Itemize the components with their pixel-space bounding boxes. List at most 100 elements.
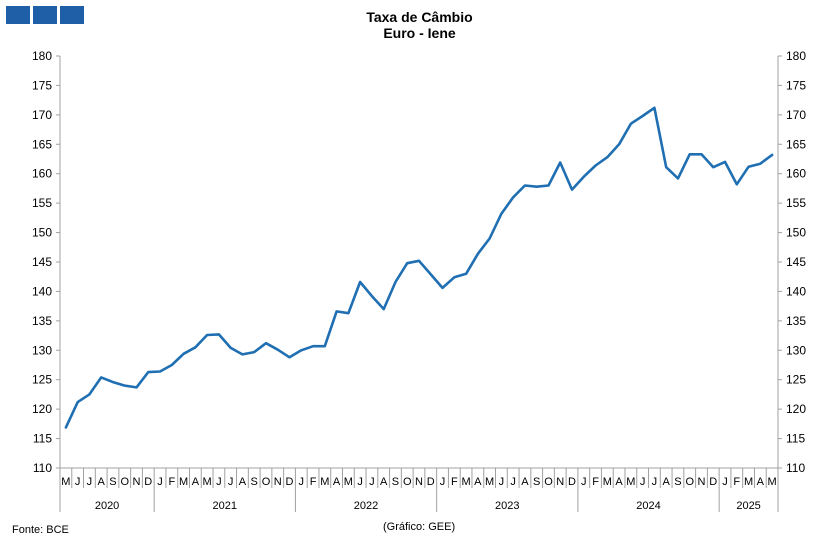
x-month-label: M	[461, 476, 470, 488]
x-month-label: F	[451, 476, 458, 488]
y-tick-label: 140	[786, 284, 806, 298]
x-month-label: O	[544, 476, 553, 488]
y-tick-label: 110	[786, 461, 805, 475]
x-month-label: J	[440, 476, 446, 488]
y-tick-label: 175	[32, 78, 52, 92]
x-month-label: M	[179, 476, 188, 488]
x-month-label: J	[87, 476, 93, 488]
x-month-label: M	[61, 476, 70, 488]
y-tick-label: 180	[32, 49, 52, 63]
x-month-label: N	[556, 476, 564, 488]
source-note: Fonte: BCE	[12, 524, 69, 536]
x-month-label: S	[674, 476, 681, 488]
x-month-label: A	[521, 476, 529, 488]
x-month-label: O	[685, 476, 694, 488]
x-month-label: D	[427, 476, 435, 488]
x-month-label: A	[474, 476, 482, 488]
logo	[6, 6, 84, 24]
x-month-label: F	[168, 476, 175, 488]
y-tick-label: 130	[786, 343, 806, 357]
y-tick-label: 170	[786, 108, 806, 122]
y-tick-label: 135	[32, 314, 52, 328]
x-month-label: D	[568, 476, 576, 488]
x-month-label: M	[485, 476, 494, 488]
x-month-label: J	[357, 476, 363, 488]
x-month-label: A	[663, 476, 671, 488]
x-month-label: J	[652, 476, 658, 488]
logo-square	[60, 6, 84, 24]
y-tick-label: 150	[32, 226, 52, 240]
y-tick-label: 120	[32, 402, 52, 416]
x-month-label: J	[228, 476, 234, 488]
x-month-label: J	[581, 476, 587, 488]
x-month-label: M	[320, 476, 329, 488]
x-year-label: 2023	[495, 500, 519, 512]
y-tick-label: 125	[786, 373, 806, 387]
x-month-label: A	[192, 476, 200, 488]
x-year-label: 2025	[736, 500, 760, 512]
x-year-label: 2020	[95, 500, 119, 512]
series-line	[64, 106, 774, 429]
x-month-label: J	[510, 476, 516, 488]
y-tick-label: 135	[786, 314, 806, 328]
y-tick-label: 110	[33, 461, 52, 475]
x-year-label: 2022	[354, 500, 378, 512]
x-month-label: F	[733, 476, 740, 488]
y-tick-label: 140	[32, 284, 52, 298]
x-month-label: D	[709, 476, 717, 488]
x-month-label: M	[203, 476, 212, 488]
x-month-label: A	[757, 476, 765, 488]
chart-title-line2: Euro - Iene	[383, 25, 456, 41]
x-month-label: N	[133, 476, 141, 488]
x-month-label: A	[615, 476, 623, 488]
x-year-label: 2021	[213, 500, 237, 512]
x-month-label: S	[251, 476, 258, 488]
y-axis-right: 110 115 120 125 130 135 140 145 150 155 160 165 170 1…	[778, 49, 806, 475]
x-month-label: N	[415, 476, 423, 488]
y-tick-label: 145	[32, 255, 52, 269]
x-month-label: D	[144, 476, 152, 488]
x-month-label: J	[157, 476, 163, 488]
x-month-label: S	[109, 476, 116, 488]
y-tick-label: 145	[786, 255, 806, 269]
y-tick-label: 115	[33, 432, 52, 446]
x-month-label: J	[369, 476, 375, 488]
x-month-label: M	[344, 476, 353, 488]
x-month-label: O	[403, 476, 412, 488]
x-month-label: N	[698, 476, 706, 488]
logo-square	[6, 6, 30, 24]
chart-credit: (Gráfico: GEE)	[383, 521, 456, 533]
y-axis-left: 110 115 120 125 130 135 140 145 150 155 160 165 170 1…	[32, 49, 60, 475]
y-tick-label: 130	[32, 343, 52, 357]
y-tick-label: 115	[786, 432, 805, 446]
y-tick-label: 170	[32, 108, 52, 122]
y-tick-label: 155	[786, 196, 806, 210]
chart-title: Taxa de Câmbio Euro - Iene	[0, 9, 839, 41]
x-month-label: A	[380, 476, 388, 488]
y-tick-label: 160	[32, 167, 52, 181]
x-month-label: M	[768, 476, 777, 488]
y-tick-label: 180	[786, 49, 806, 63]
x-month-label: O	[120, 476, 129, 488]
x-month-label: M	[626, 476, 635, 488]
x-month-label: J	[640, 476, 646, 488]
x-month-label: J	[722, 476, 728, 488]
x-month-label: A	[239, 476, 247, 488]
y-tick-label: 165	[32, 137, 52, 151]
y-tick-label: 160	[786, 167, 806, 181]
x-month-label: J	[216, 476, 222, 488]
logo-square	[33, 6, 57, 24]
x-year-label: 2024	[636, 500, 660, 512]
x-month-label: A	[98, 476, 106, 488]
x-month-label: O	[262, 476, 271, 488]
y-tick-label: 165	[786, 137, 806, 151]
y-tick-label: 150	[786, 226, 806, 240]
x-month-label: F	[592, 476, 599, 488]
y-tick-label: 155	[32, 196, 52, 210]
x-month-label: J	[75, 476, 81, 488]
y-tick-label: 125	[32, 373, 52, 387]
series-group	[64, 106, 774, 429]
x-month-label: A	[333, 476, 341, 488]
x-month-label: S	[392, 476, 399, 488]
